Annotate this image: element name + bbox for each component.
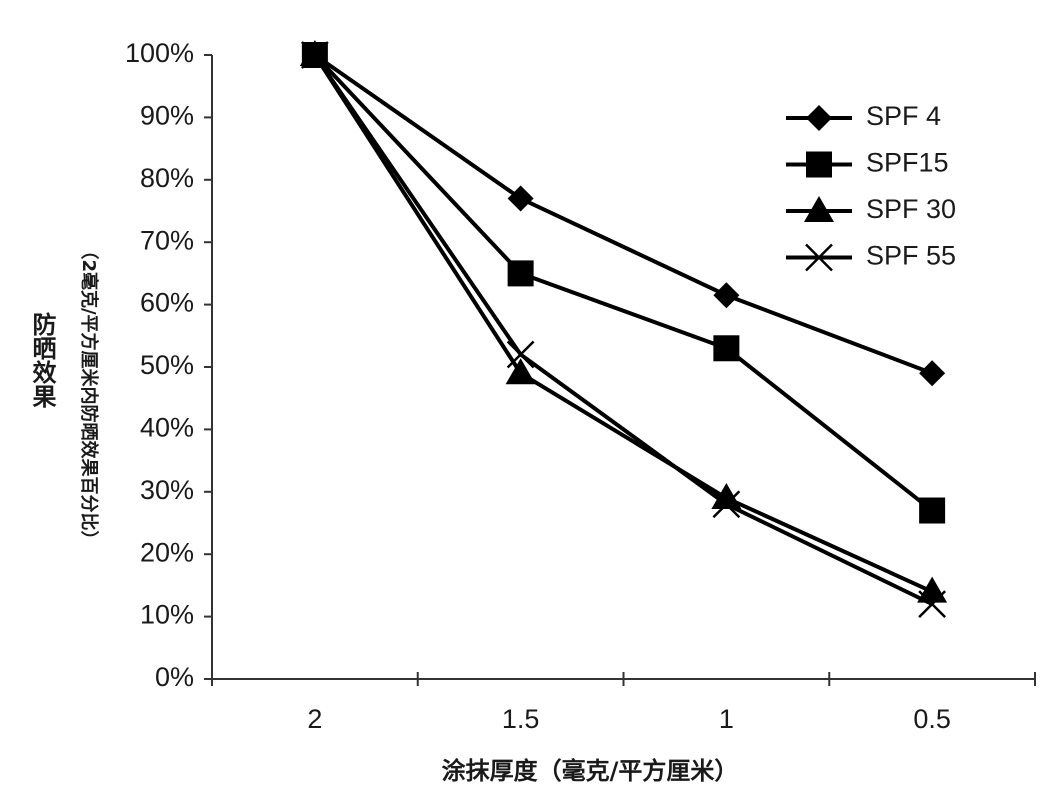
- y-tick-label: 70%: [140, 225, 194, 255]
- y-tick-label: 30%: [140, 475, 194, 505]
- x-tick-label: 2: [307, 704, 322, 734]
- legend-label: SPF 4: [866, 101, 941, 131]
- marker-x: [712, 490, 741, 519]
- y-tick-label: 40%: [140, 413, 194, 443]
- marker-triangle: [711, 483, 742, 510]
- x-tick-label: 1.5: [502, 704, 540, 734]
- marker-square: [713, 335, 740, 362]
- line: [313, 53, 934, 513]
- y-tick-label: 20%: [140, 537, 194, 567]
- line: [313, 53, 933, 376]
- marker-x: [300, 41, 329, 69]
- marker-triangle: [299, 40, 330, 66]
- y-tick-label: 80%: [140, 163, 194, 193]
- legend-label: SPF15: [866, 148, 949, 178]
- marker-x: [918, 590, 947, 619]
- marker-square: [919, 497, 946, 524]
- marker-square: [507, 260, 534, 287]
- x-axis-title: 涂抹厚度（毫克/平方厘米）: [442, 757, 739, 785]
- legend-label: SPF 30: [866, 194, 956, 224]
- y-axis-subtitle: （2毫克/平方厘米内防晒效果百分比）: [78, 241, 100, 548]
- marker-x: [506, 340, 535, 369]
- y-tick-label: 50%: [140, 350, 194, 380]
- legend-marker: [805, 243, 833, 272]
- legend-marker: [806, 151, 832, 178]
- y-tick-label: 0%: [155, 662, 194, 692]
- y-axis-title: 防晒效果: [28, 311, 56, 408]
- marker-diamond: [713, 282, 740, 309]
- y-tick-label: 60%: [140, 288, 194, 318]
- marker-diamond: [919, 360, 946, 387]
- line: [313, 53, 933, 594]
- legend-marker: [804, 196, 834, 222]
- legend-marker: [806, 105, 832, 131]
- legend-label: SPF 55: [866, 241, 956, 271]
- marker-triangle: [505, 358, 536, 385]
- y-tick-label: 90%: [140, 101, 194, 131]
- y-tick-label: 100%: [125, 38, 194, 68]
- marker-diamond: [507, 185, 534, 212]
- y-tick-label: 10%: [140, 600, 194, 630]
- x-tick-label: 1: [719, 704, 734, 734]
- line: [313, 53, 933, 606]
- x-tick-label: 0.5: [913, 704, 951, 734]
